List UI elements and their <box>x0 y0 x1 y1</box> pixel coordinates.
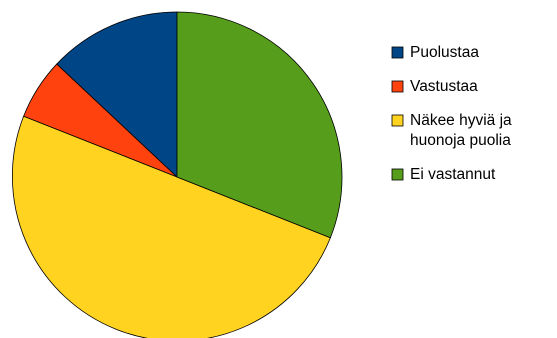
pie-slices <box>11 11 343 338</box>
legend-label: Puolustaa <box>410 44 479 61</box>
legend-entry-puolustaa: Puolustaa <box>391 44 479 61</box>
legend-swatch-vastustaa <box>391 80 404 93</box>
legend-entry-n-kee-hyvi-ja-huonoja-puolia: Näkee hyviä ja huonoja puolia <box>391 112 512 149</box>
legend-swatch-puolustaa <box>391 46 404 59</box>
legend-label: Ei vastannut <box>410 166 496 183</box>
legend-entry-vastustaa: Vastustaa <box>391 78 478 95</box>
legend-label: huonoja puolia <box>410 132 511 149</box>
legend-swatch-n-kee-hyvi-ja-huonoja-puolia <box>391 114 404 127</box>
legend-entry-ei-vastannut: Ei vastannut <box>391 166 496 183</box>
pie-slice-n-kee-hyvi-ja-huonoja-puolia <box>11 115 331 338</box>
pie-slice-ei-vastannut <box>176 11 343 239</box>
legend-label: Vastustaa <box>410 78 478 95</box>
legend-label: Näkee hyviä ja <box>410 112 512 129</box>
pie-slice-puolustaa <box>56 11 178 178</box>
legend: Puolustaa Vastustaa Näkee hyviä ja huonoja … <box>391 44 512 183</box>
legend-swatch-ei-vastannut <box>391 168 404 181</box>
